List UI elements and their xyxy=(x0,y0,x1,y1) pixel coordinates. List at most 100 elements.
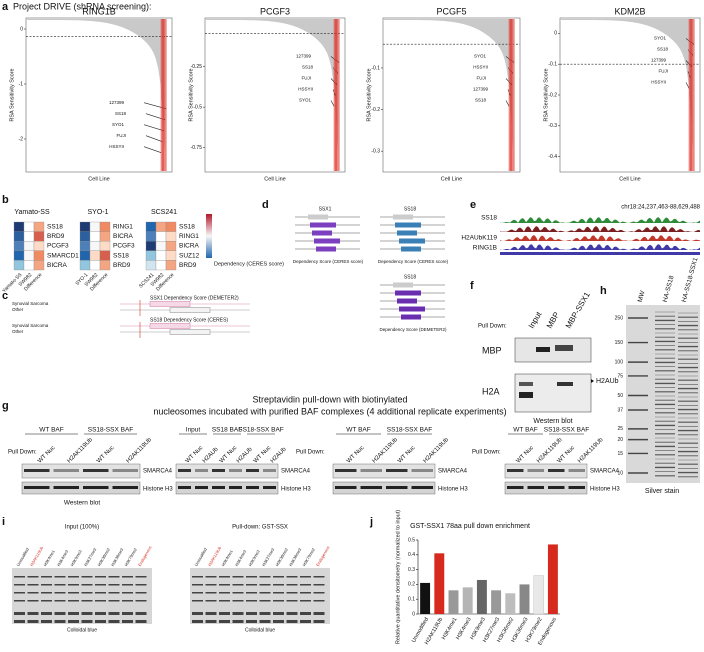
band xyxy=(27,576,39,578)
heatmap-cell xyxy=(155,221,167,232)
band xyxy=(507,469,524,472)
plot-title: SSX1 xyxy=(319,206,332,212)
band xyxy=(232,600,244,602)
band xyxy=(286,600,298,602)
band xyxy=(108,620,120,623)
row-label: RING1 xyxy=(113,224,133,231)
band-label: H2AUb xyxy=(596,378,619,385)
band xyxy=(54,612,66,615)
lane-label: MBP-SSX1 xyxy=(564,290,592,330)
blot xyxy=(21,463,141,479)
heatmap-cell xyxy=(23,221,35,232)
heatmap-cell xyxy=(99,231,111,242)
group-label: SS18-SSX BAF xyxy=(88,427,134,434)
box xyxy=(395,222,421,228)
band xyxy=(246,584,257,586)
y-tick-label: 0.2 xyxy=(408,582,415,588)
band xyxy=(205,592,217,594)
leader-line xyxy=(145,113,165,120)
band xyxy=(205,600,217,602)
heatmap-cell xyxy=(33,231,45,242)
y-axis-label: Relative quantitative densitometry (norm… xyxy=(395,510,401,644)
band xyxy=(229,486,242,489)
y-tick-label: -2 xyxy=(19,136,24,142)
band xyxy=(95,576,106,578)
heatmap-cell xyxy=(165,241,177,251)
marker-label: 100 xyxy=(615,359,624,365)
band xyxy=(246,612,257,615)
heatmap-cell xyxy=(23,231,35,242)
band xyxy=(300,612,311,615)
row-label: H2A xyxy=(482,386,500,396)
bar xyxy=(448,590,459,614)
band xyxy=(548,469,565,472)
lane-label: H3K27me3 xyxy=(261,547,276,568)
bar xyxy=(476,579,487,614)
band xyxy=(41,612,52,615)
y-axis-label: RSA Sensitivity Score xyxy=(188,68,194,121)
row-label: Synovial Sarcoma xyxy=(12,301,49,306)
panel-letter: i xyxy=(2,516,5,528)
lane-label: H3K4me3 xyxy=(56,548,70,567)
band xyxy=(286,612,298,615)
heatmap-cell xyxy=(89,260,101,271)
band xyxy=(313,592,325,594)
box xyxy=(308,214,328,220)
box xyxy=(401,246,421,252)
band xyxy=(232,576,244,578)
y-tick-label: 0.5 xyxy=(408,537,415,543)
heatmap-cell xyxy=(79,260,91,271)
pulldown-label: Pull Down: xyxy=(478,324,507,330)
heatmap-cell xyxy=(155,250,167,261)
row-label: Other xyxy=(12,307,24,312)
lane-label: WT Nuc xyxy=(37,445,56,464)
leader-line xyxy=(330,100,335,107)
cell-line-label: FUJI xyxy=(477,76,487,81)
blot xyxy=(504,481,588,495)
box xyxy=(399,306,425,312)
row-label: SS18 xyxy=(47,224,63,231)
lane-label: H2AUb xyxy=(270,446,288,464)
panel-title: nucleosomes incubated with purified BAF … xyxy=(153,406,506,416)
heatmap-cell xyxy=(13,260,25,271)
panel-letter: d xyxy=(262,199,269,211)
pulldown-label: Pull Down: xyxy=(472,450,501,456)
cell-line-label: SS18 xyxy=(115,111,127,116)
band xyxy=(41,600,52,602)
band xyxy=(519,392,533,398)
row-label: SMARCA4 xyxy=(281,469,311,475)
row-label: Other xyxy=(12,329,24,334)
band xyxy=(286,576,298,578)
box xyxy=(312,230,332,236)
group-label: SS18-SSX BAF xyxy=(544,427,590,434)
heatmap-cell xyxy=(145,260,157,271)
band xyxy=(68,576,79,578)
band xyxy=(24,486,50,489)
heatmap-title: Yamato-SS xyxy=(14,209,50,216)
panel-letter: e xyxy=(470,199,476,211)
row-label: BICRA xyxy=(47,262,68,269)
marker-label: 20 xyxy=(617,437,623,443)
lane-label: H2AUb xyxy=(202,446,220,464)
band xyxy=(108,600,120,602)
band xyxy=(360,469,382,472)
group-label: WT BAF xyxy=(513,427,537,434)
y-tick-label: 0 xyxy=(20,26,23,32)
lane-label: WT Nuc xyxy=(219,445,238,464)
heatmap-cell xyxy=(165,221,177,232)
band xyxy=(313,620,325,623)
band xyxy=(27,592,39,594)
heatmap-cell xyxy=(155,241,167,251)
band xyxy=(135,620,147,623)
cell-line-label: 127399 xyxy=(109,100,125,105)
band xyxy=(205,576,217,578)
cell-line-label: SYO1 xyxy=(112,122,125,127)
y-tick-label: -0.25 xyxy=(191,64,203,70)
row-label: Synovial Sarcoma xyxy=(12,323,49,328)
chart-title: GST-SSX1 78aa pull down enrichment xyxy=(410,523,530,530)
lane-label: WT Nuc xyxy=(253,445,272,464)
band xyxy=(68,600,79,602)
band xyxy=(555,345,573,351)
plot-title: PCGF5 xyxy=(436,6,466,16)
